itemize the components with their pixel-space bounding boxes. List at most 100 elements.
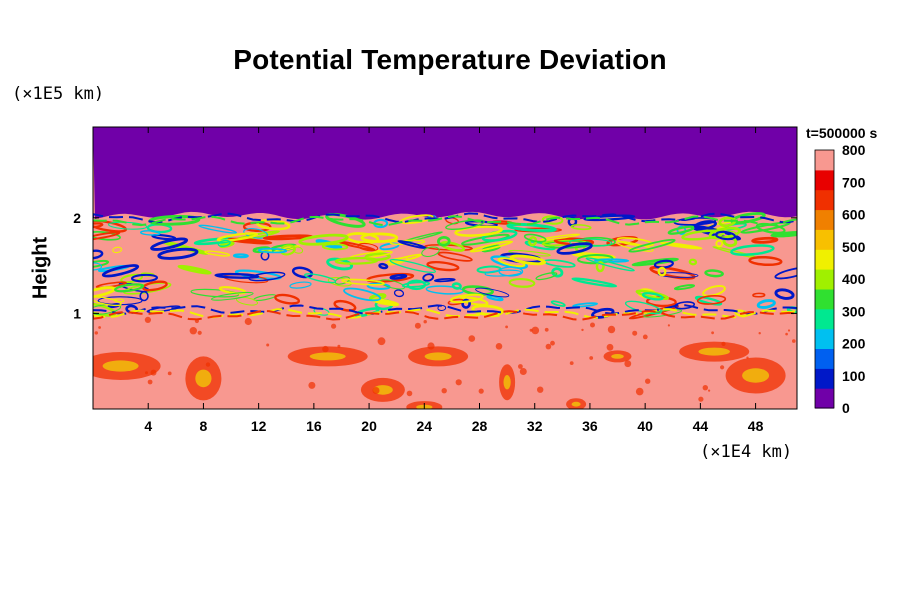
band-contour: [471, 304, 505, 317]
band-contour: [752, 292, 766, 298]
band-contour: [484, 269, 522, 277]
colorbar-tick-label: 300: [842, 303, 866, 319]
x-tick-label: 36: [582, 418, 598, 434]
upper-layer: [93, 127, 797, 220]
band-contour: [93, 249, 104, 260]
band-contour: [628, 238, 676, 253]
band-contour: [694, 295, 723, 306]
warm-cell: [746, 356, 749, 359]
colorbar-segment: [815, 169, 834, 191]
band-contour: [343, 287, 382, 302]
y-axis-unit: (×1E5 km): [12, 84, 105, 104]
band-contour: [379, 242, 400, 251]
warm-cell: [550, 340, 555, 346]
x-tick-label: 8: [200, 418, 208, 434]
band-contour: [378, 262, 389, 270]
band-contour: [688, 258, 698, 266]
band-contour: [422, 273, 435, 282]
band-contour: [341, 278, 386, 286]
band-contour: [541, 238, 587, 247]
band-contour: [722, 235, 738, 248]
warm-cell: [545, 343, 552, 350]
chart-title: Potential Temperature Deviation: [233, 44, 667, 75]
warm-cell: [147, 379, 153, 385]
warm-cell: [322, 345, 329, 353]
warm-cell: [189, 327, 197, 335]
band-contour: [748, 255, 783, 267]
warm-cell: [531, 326, 540, 335]
band-contour: [304, 273, 337, 284]
band-contour: [445, 219, 485, 230]
x-tick-label: 16: [306, 418, 322, 434]
band-contour: [774, 288, 795, 300]
band-contour: [469, 240, 514, 253]
colorbar-segment: [815, 249, 834, 270]
warm-cell: [94, 331, 99, 335]
warm-cell: [478, 388, 484, 394]
warm-cell: [642, 334, 648, 340]
x-tick-label: 44: [693, 418, 709, 434]
band-contour: [93, 219, 128, 233]
colorbar-frame: [814, 149, 835, 409]
band-contour: [694, 220, 717, 231]
colorbar: 0 100 200 300 400 500 600 700 800: [814, 142, 866, 416]
band-contour: [449, 293, 484, 304]
warm-cell: [468, 335, 476, 342]
x-axis-unit: (×1E4 km): [700, 442, 793, 462]
colorbar-segment: [815, 368, 834, 389]
warm-cell: [721, 341, 726, 346]
x-tick-label: 12: [251, 418, 267, 434]
warm-cell: [544, 327, 549, 332]
band-contour: [401, 281, 431, 288]
x-axis: 4 8 12 16 20 24 28 32 36 40 44 48: [144, 127, 764, 434]
band-contour: [112, 246, 123, 254]
colorbar-tick-label: 200: [842, 336, 866, 352]
band-contour: [454, 225, 503, 237]
band-contour: [177, 264, 212, 275]
warm-cell: [427, 342, 435, 350]
band-contour: [437, 251, 473, 262]
warm-cell: [423, 320, 427, 324]
band-contour: [334, 257, 379, 265]
warm-plume-core: [742, 368, 770, 383]
band-contour: [550, 300, 566, 307]
band-contour: [151, 233, 177, 241]
band-contour: [595, 260, 605, 273]
colorbar-segment: [815, 209, 834, 230]
warm-cell: [167, 371, 172, 376]
band-contour: [130, 273, 159, 283]
band-contour: [451, 282, 462, 290]
band-contour: [594, 258, 630, 263]
warm-cell: [607, 325, 616, 334]
warm-cell: [589, 356, 594, 360]
band-contour: [333, 299, 357, 312]
warm-cell: [792, 339, 796, 343]
layer-boundary: [93, 304, 797, 315]
band-contour: [774, 266, 797, 280]
warm-plume-core: [309, 352, 346, 361]
band-contour: [673, 284, 696, 291]
band-contour: [730, 244, 775, 256]
x-tick-label: 32: [527, 418, 543, 434]
warm-cell: [624, 360, 632, 368]
band-contour: [541, 215, 564, 225]
warm-cell: [197, 330, 202, 335]
warm-cell: [205, 362, 211, 367]
warm-plume-core: [503, 375, 511, 390]
band-contour: [298, 233, 349, 246]
band-contour: [142, 280, 168, 292]
band-contour: [570, 224, 592, 231]
band-contour: [397, 239, 427, 250]
x-tick-label: 28: [472, 418, 488, 434]
band-contour: [461, 298, 471, 309]
band-contour: [235, 296, 259, 306]
band-contour: [357, 242, 379, 252]
warm-cell: [144, 316, 151, 323]
band-contour: [387, 253, 423, 264]
colorbar-segment: [815, 388, 834, 409]
band-contour: [114, 283, 145, 293]
band-contour: [243, 228, 269, 239]
warm-cell: [632, 330, 638, 336]
band-contour: [556, 242, 593, 255]
colorbar-tick-label: 500: [842, 239, 866, 255]
